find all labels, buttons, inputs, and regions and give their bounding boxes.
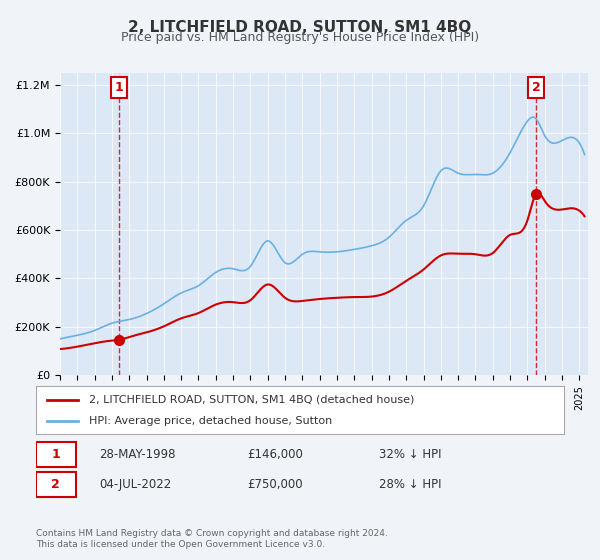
Text: £750,000: £750,000 [247, 478, 303, 491]
FancyBboxPatch shape [36, 473, 76, 497]
Text: £146,000: £146,000 [247, 448, 303, 461]
Text: Price paid vs. HM Land Registry's House Price Index (HPI): Price paid vs. HM Land Registry's House … [121, 31, 479, 44]
Text: Contains HM Land Registry data © Crown copyright and database right 2024.
This d: Contains HM Land Registry data © Crown c… [36, 529, 388, 549]
Text: 28% ↓ HPI: 28% ↓ HPI [379, 478, 442, 491]
Text: 04-JUL-2022: 04-JUL-2022 [100, 478, 172, 491]
FancyBboxPatch shape [36, 442, 76, 466]
Text: 2, LITCHFIELD ROAD, SUTTON, SM1 4BQ: 2, LITCHFIELD ROAD, SUTTON, SM1 4BQ [128, 20, 472, 35]
Text: 2: 2 [51, 478, 60, 491]
Text: 1: 1 [115, 81, 124, 94]
Text: 1: 1 [51, 448, 60, 461]
Text: 2, LITCHFIELD ROAD, SUTTON, SM1 4BQ (detached house): 2, LITCHFIELD ROAD, SUTTON, SM1 4BQ (det… [89, 395, 414, 405]
Text: HPI: Average price, detached house, Sutton: HPI: Average price, detached house, Sutt… [89, 416, 332, 426]
Text: 2: 2 [532, 81, 541, 94]
Text: 28-MAY-1998: 28-MAY-1998 [100, 448, 176, 461]
Text: 32% ↓ HPI: 32% ↓ HPI [379, 448, 442, 461]
